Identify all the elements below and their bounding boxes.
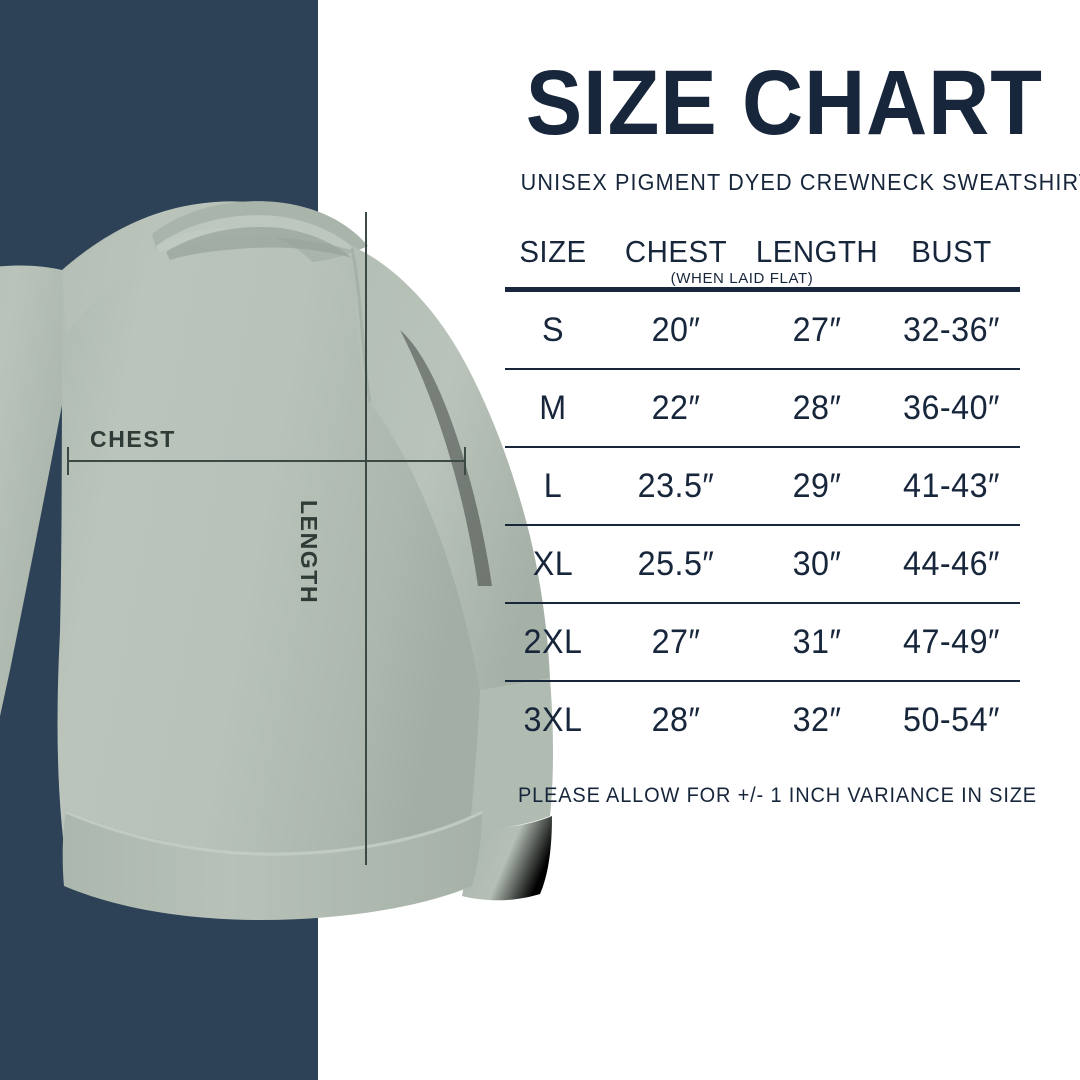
cell-length: 27″ xyxy=(792,310,842,349)
cell-length: 30″ xyxy=(792,544,842,583)
size-table: SIZE CHEST LENGTH BUST (WHEN LAID FLAT) … xyxy=(505,234,1020,758)
table-header-row: SIZE CHEST LENGTH BUST xyxy=(505,234,1020,270)
cell-chest: 22″ xyxy=(651,388,701,427)
cell-bust: 44-46″ xyxy=(903,544,1000,583)
sweatshirt-illustration xyxy=(0,150,560,940)
cell-bust: 36-40″ xyxy=(903,388,1000,427)
cell-chest: 25.5″ xyxy=(637,544,715,583)
size-chart-panel: SIZE CHART UNISEX PIGMENT DYED CREWNECK … xyxy=(505,52,1080,808)
variance-footnote: PLEASE ALLOW FOR +/- 1 INCH VARIANCE IN … xyxy=(518,784,1037,808)
cell-chest: 20″ xyxy=(651,310,701,349)
cell-size: XL xyxy=(532,544,574,583)
column-header-size: SIZE xyxy=(519,234,587,270)
table-row: M 22″ 28″ 36-40″ xyxy=(505,370,1020,446)
table-row: S 20″ 27″ 32-36″ xyxy=(505,292,1020,368)
cell-length: 32″ xyxy=(792,700,842,739)
cell-size: 2XL xyxy=(523,622,583,661)
chest-measure-tick-left xyxy=(67,447,69,475)
cell-length: 31″ xyxy=(792,622,842,661)
table-header-rule xyxy=(505,287,1020,293)
table-body: S 20″ 27″ 32-36″ M 22″ 28″ 36-40″ L 23.5… xyxy=(505,292,1020,758)
cell-chest: 27″ xyxy=(651,622,701,661)
length-measure-label: LENGTH xyxy=(296,500,322,605)
column-header-length: LENGTH xyxy=(755,234,879,270)
column-header-bust: BUST xyxy=(911,234,992,270)
column-header-chest: CHEST xyxy=(624,234,728,270)
chest-measure-label: CHEST xyxy=(90,426,176,452)
page-title: SIZE CHART xyxy=(525,52,1043,154)
cell-length: 29″ xyxy=(792,466,842,505)
table-row: XL 25.5″ 30″ 44-46″ xyxy=(505,526,1020,602)
table-row-divider xyxy=(505,680,1020,683)
column-note-when-laid-flat: (WHEN LAID FLAT) xyxy=(670,270,814,288)
length-measure-line xyxy=(365,212,367,865)
chest-measure-line xyxy=(67,460,465,462)
table-row: 3XL 28″ 32″ 50-54″ xyxy=(505,682,1020,758)
chest-measure-tick-right xyxy=(464,447,466,475)
table-row-divider xyxy=(505,602,1020,605)
table-header-note-row: (WHEN LAID FLAT) xyxy=(505,270,1020,287)
cell-size: L xyxy=(543,466,563,505)
cell-size: M xyxy=(539,388,567,427)
cell-bust: 32-36″ xyxy=(903,310,1000,349)
cell-length: 28″ xyxy=(792,388,842,427)
cell-chest: 23.5″ xyxy=(637,466,715,505)
table-row: 2XL 27″ 31″ 47-49″ xyxy=(505,604,1020,680)
table-row-divider xyxy=(505,368,1020,371)
column-note-spacer-right xyxy=(883,270,1020,287)
cell-bust: 41-43″ xyxy=(903,466,1000,505)
cell-bust: 47-49″ xyxy=(903,622,1000,661)
table-row: L 23.5″ 29″ 41-43″ xyxy=(505,448,1020,524)
page-subtitle: UNISEX PIGMENT DYED CREWNECK SWEATSHIRT xyxy=(520,169,1080,196)
cell-size: 3XL xyxy=(523,700,583,739)
table-row-divider xyxy=(505,446,1020,449)
table-row-divider xyxy=(505,524,1020,527)
column-note-spacer xyxy=(505,270,601,287)
cell-bust: 50-54″ xyxy=(903,700,1000,739)
cell-size: S xyxy=(541,310,565,349)
cell-chest: 28″ xyxy=(651,700,701,739)
